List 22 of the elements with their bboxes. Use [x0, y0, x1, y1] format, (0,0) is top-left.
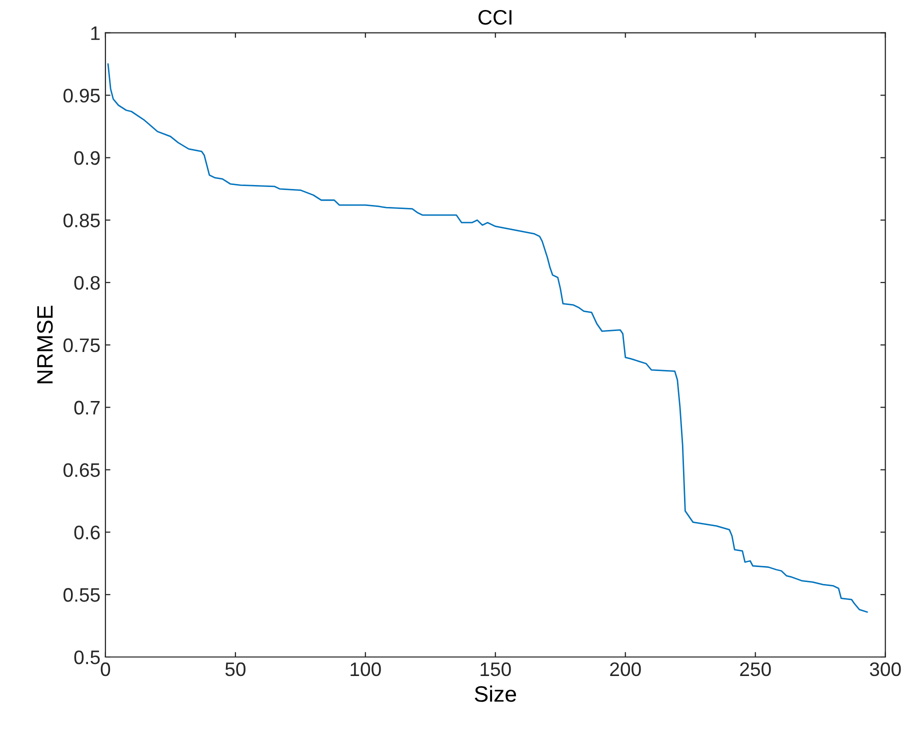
y-tick-label: 1 — [91, 26, 100, 40]
x-tick-label: 50 — [225, 662, 246, 676]
y-tick-label: 0.7 — [74, 400, 100, 415]
y-tick-label: 0.55 — [64, 588, 100, 602]
y-tick-label: 0.6 — [74, 526, 100, 540]
y-tick-label: 0.85 — [64, 214, 100, 228]
y-tick-label: 0.8 — [74, 276, 100, 290]
y-tick-label: 0.65 — [64, 463, 100, 477]
x-tick-label: 150 — [480, 662, 511, 676]
y-axis-title: NRMSE — [37, 306, 53, 384]
y-tick-label: 0.5 — [74, 650, 100, 664]
x-tick-label: 200 — [610, 662, 641, 676]
y-tick-label: 0.75 — [64, 338, 100, 352]
y-tick-label: 0.9 — [74, 151, 100, 165]
x-tick-label: 0 — [100, 662, 110, 676]
x-axis-title: Size — [474, 686, 516, 702]
line-series — [107, 63, 868, 613]
chart-title: CCI — [478, 10, 512, 25]
y-tick-label: 0.95 — [64, 88, 100, 102]
x-tick-label: 300 — [870, 662, 901, 676]
x-tick-label: 100 — [350, 662, 381, 676]
x-tick-label: 250 — [740, 662, 771, 676]
